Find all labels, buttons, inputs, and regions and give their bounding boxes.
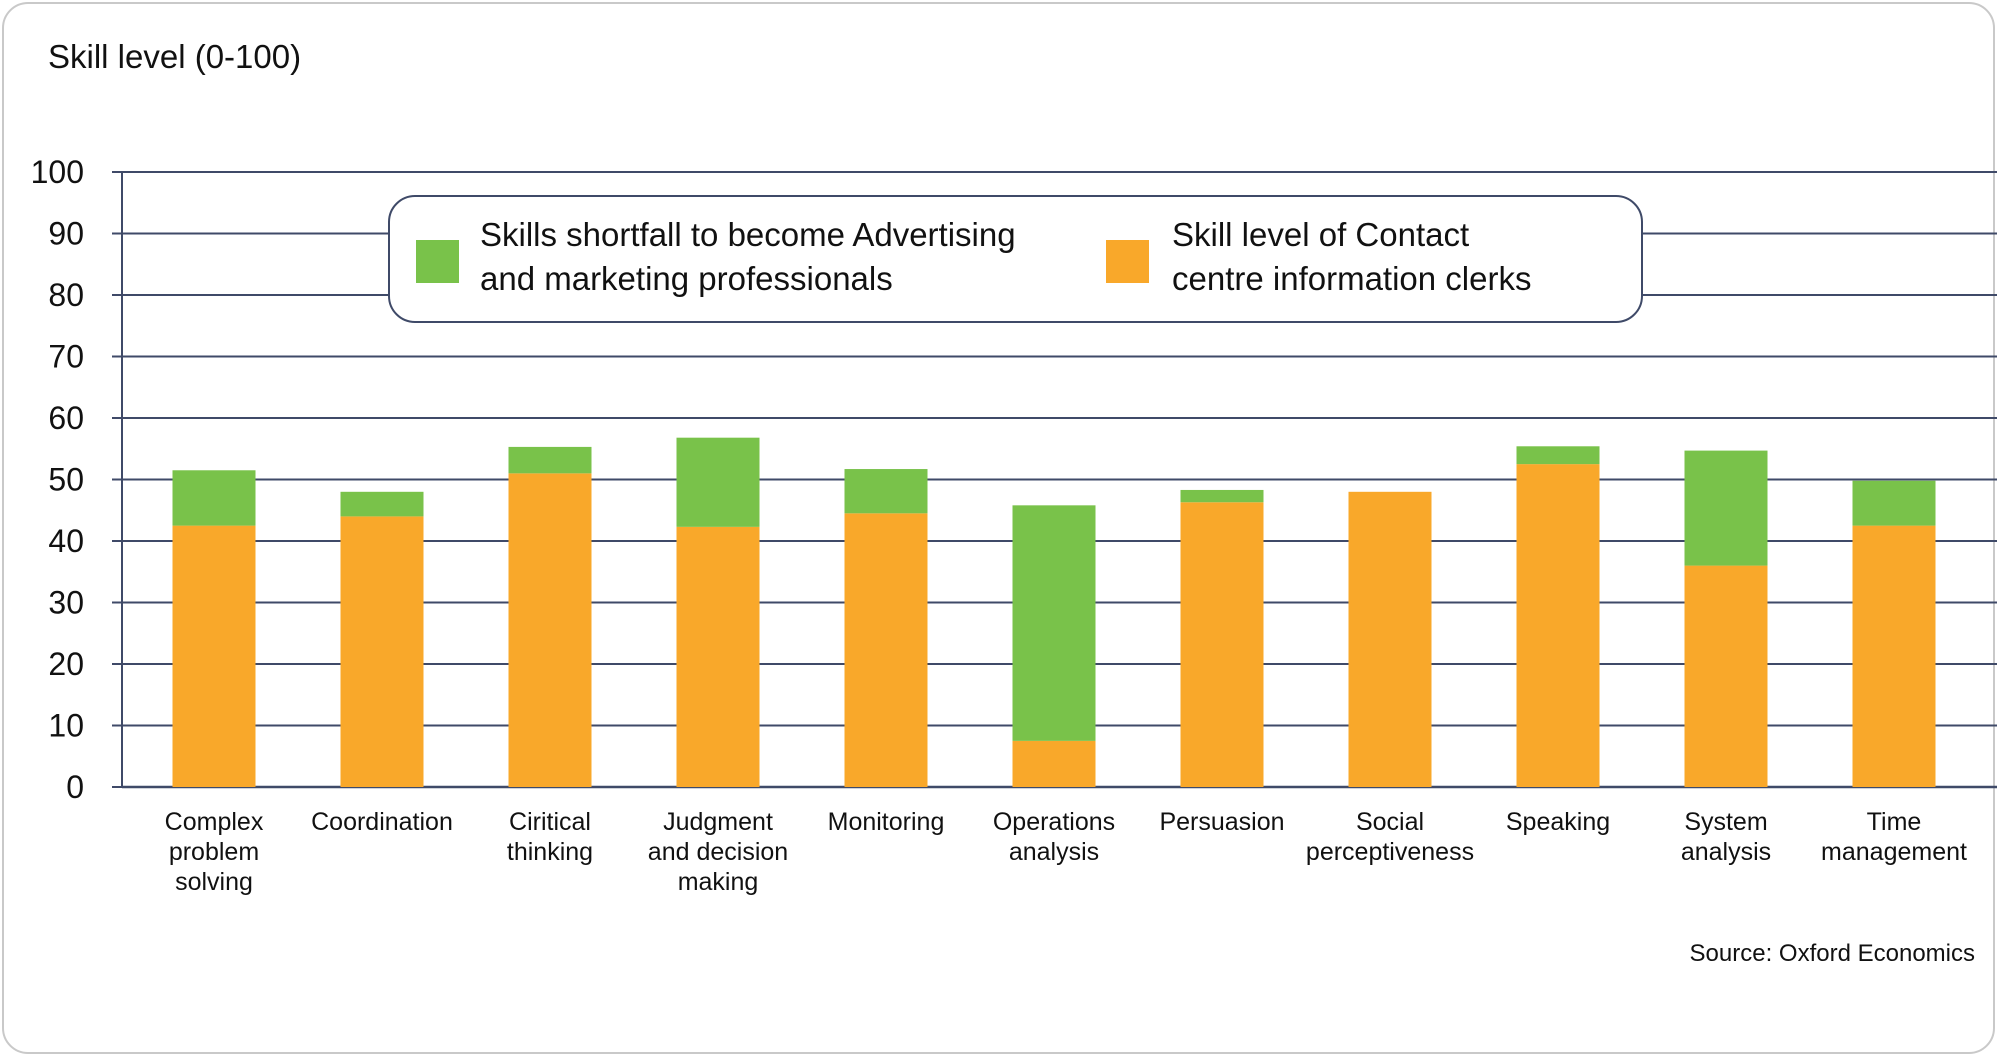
x-category-label-line: analysis (1009, 838, 1099, 866)
legend-label-shortfall-line2: and marketing professionals (480, 260, 893, 297)
x-category-label-line: Coordination (311, 808, 453, 836)
bar-clerk-skill-level (676, 526, 760, 787)
legend-box (388, 195, 1643, 323)
y-axis-title: Skill level (0-100) (48, 38, 301, 75)
y-tick-label: 10 (48, 708, 84, 744)
bar-clerk-skill-level (340, 516, 424, 787)
y-tick-label: 70 (48, 339, 84, 375)
bar-clerk-skill-level (1852, 525, 1936, 787)
bar-clerk-skill-level (1684, 565, 1768, 787)
x-category-label-line: Operations (993, 808, 1115, 836)
x-category-label-line: making (678, 868, 759, 896)
x-category-label: Persuasion (1159, 808, 1284, 836)
legend-label-clerks-line1: Skill level of Contact (1172, 216, 1469, 253)
y-axis-ticks: 0 10 20 30 40 50 60 70 80 90 100 (31, 154, 84, 805)
x-category-label: Social perceptiveness (1306, 808, 1474, 866)
legend-label-clerks-line2: centre information clerks (1172, 260, 1531, 297)
bar-clerk-skill-level (508, 473, 592, 787)
bar-skills-shortfall (1516, 446, 1600, 465)
legend-swatch-clerks (1106, 240, 1149, 283)
bar-skills-shortfall (508, 446, 592, 474)
bars (172, 437, 1936, 787)
bar-skills-shortfall (1180, 489, 1264, 503)
bar-clerk-skill-level (1516, 464, 1600, 787)
bar-clerk-skill-level (1012, 740, 1096, 787)
x-category-label: Coordination (311, 808, 453, 836)
svg-text:Skills shortfall to become Adv: Skills shortfall to become Advertising a… (480, 216, 1025, 297)
bar-skills-shortfall (844, 469, 928, 514)
y-tick-label: 50 (48, 462, 84, 498)
x-category-label-line: Monitoring (828, 808, 945, 836)
x-category-label: Monitoring (828, 808, 945, 836)
y-tick-label: 100 (31, 154, 84, 190)
x-category-label: Speaking (1506, 808, 1610, 836)
source-note: Source: Oxford Economics (1690, 940, 1975, 967)
bar-clerk-skill-level (844, 513, 928, 787)
bar-skills-shortfall (1684, 450, 1768, 566)
x-category-label-line: Speaking (1506, 808, 1610, 836)
bar-clerk-skill-level (1348, 491, 1432, 787)
x-category-label-line: solving (175, 868, 253, 896)
x-category-label-line: Time (1867, 808, 1922, 836)
legend-label-shortfall-line1: Skills shortfall to become Advertising (480, 216, 1016, 253)
bar-skills-shortfall (676, 437, 760, 527)
x-category-label: Operations analysis (993, 808, 1115, 866)
y-tick-label: 20 (48, 646, 84, 682)
x-category-label: Judgment and decision making (648, 808, 788, 896)
x-category-label: Time management (1821, 808, 1967, 866)
x-axis-labels: Complex problem solving Coordination Ciritic… (165, 808, 1967, 896)
x-category-label: System analysis (1681, 808, 1771, 866)
x-category-label: Ciritical thinking (507, 808, 593, 866)
x-category-label-line: Complex (165, 808, 264, 836)
x-category-label-line: Ciritical (509, 808, 591, 836)
x-category-label-line: thinking (507, 838, 593, 866)
x-category-label: Complex problem solving (165, 808, 264, 896)
x-category-label-line: problem (169, 838, 259, 866)
bar-clerk-skill-level (172, 525, 256, 787)
x-category-label-line: Judgment (663, 808, 773, 836)
y-tick-label: 40 (48, 523, 84, 559)
legend-swatch-shortfall (416, 240, 459, 283)
y-tick-label: 60 (48, 400, 84, 436)
y-tick-label: 0 (66, 769, 84, 805)
x-category-label-line: System (1684, 808, 1767, 836)
x-category-label-line: analysis (1681, 838, 1771, 866)
bar-skills-shortfall (172, 470, 256, 526)
x-category-label-line: and decision (648, 838, 788, 866)
y-tick-label: 90 (48, 216, 84, 252)
x-category-label-line: management (1821, 838, 1967, 866)
bar-clerk-skill-level (1180, 502, 1264, 787)
bar-skills-shortfall (340, 491, 424, 517)
x-category-label-line: Persuasion (1159, 808, 1284, 836)
bar-skills-shortfall (1852, 480, 1936, 526)
x-category-label-line: Social (1356, 808, 1424, 836)
bar-skills-shortfall (1012, 505, 1096, 741)
y-tick-label: 30 (48, 585, 84, 621)
y-tick-label: 80 (48, 277, 84, 313)
svg-text:Skill level of Contact c: Skill level of Contact centre informatio… (1172, 216, 1531, 297)
legend: Skills shortfall to become Advertising a… (388, 195, 1643, 323)
x-category-label-line: perceptiveness (1306, 838, 1474, 866)
